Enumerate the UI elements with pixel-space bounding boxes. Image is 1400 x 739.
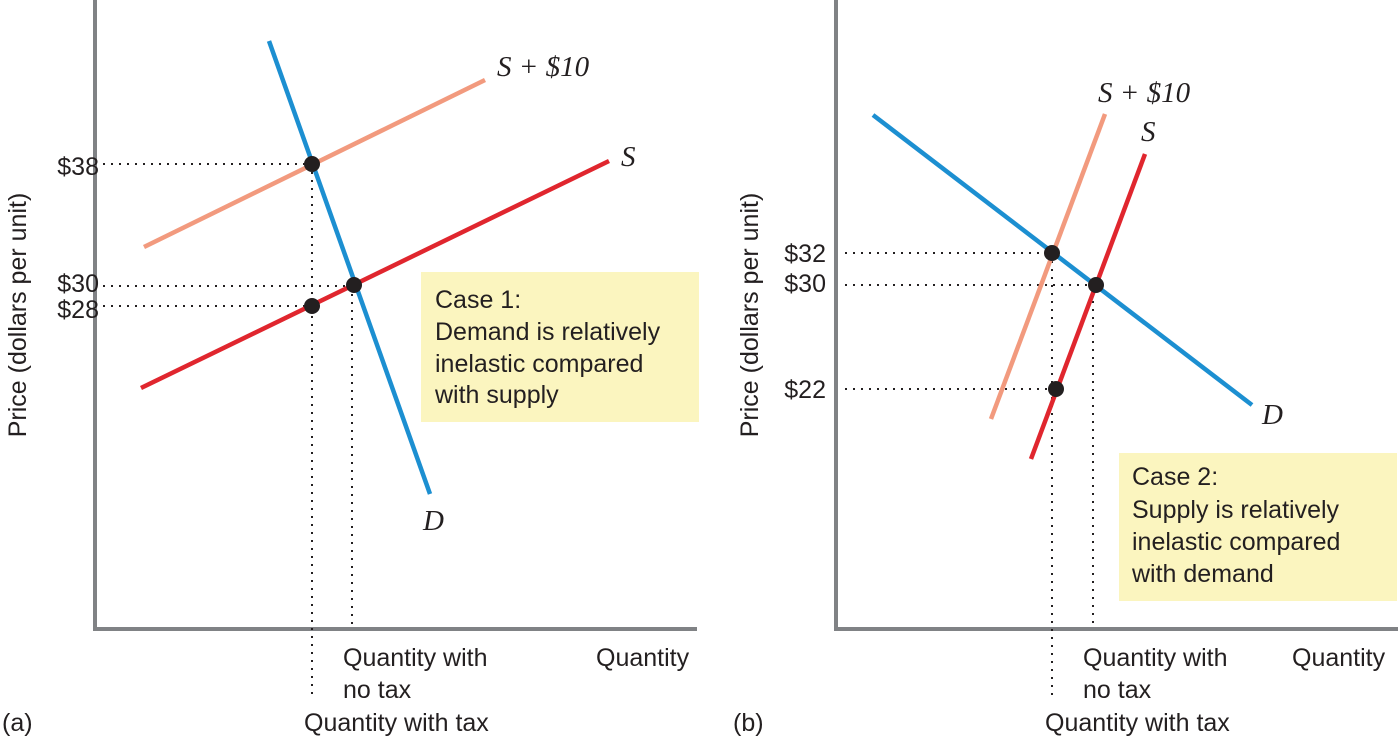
panel-a-price-label-38: $38 [57, 153, 99, 181]
panel-b-price-label-32: $32 [784, 240, 826, 268]
panel-b-label: (b) [733, 709, 764, 737]
panel-b-supply-label: S [1141, 116, 1156, 148]
panel-b-demand-curve [871, 113, 1254, 407]
panel-a-price-label-30: $30 [57, 270, 99, 298]
panel-a-axes [93, 0, 697, 631]
panel-a-qty-no-tax-label-1: Quantity with [343, 644, 488, 672]
panel-a-demand-label: D [422, 505, 444, 537]
panel-b-price-label-22: $22 [784, 376, 826, 404]
panel-a-point-price-38 [304, 156, 320, 172]
panel-b-axes [834, 0, 1398, 631]
panel-a-y-axis-title: Price (dollars per unit) [4, 193, 32, 438]
panel-b-point-price-22 [1048, 381, 1064, 397]
panel-a-point-price-30 [346, 277, 362, 293]
panel-b-demand-label: D [1261, 399, 1283, 431]
panel-b-supply-curve [1028, 153, 1148, 460]
panel-a-case-line-4: with supply [434, 381, 559, 409]
panel-a-supply-curve [140, 158, 610, 391]
panel-b-qty-no-tax-label-1: Quantity with [1083, 644, 1228, 672]
panel-b-qty-no-tax-label-2: no tax [1083, 676, 1152, 704]
panel-b: $32 $30 $22 Price (dollars per unit) S +… [733, 0, 1398, 737]
panel-a-case-box [421, 272, 699, 422]
panel-b-qty-with-tax-label: Quantity with tax [1045, 709, 1230, 737]
panel-b-y-axis-title: Price (dollars per unit) [736, 193, 764, 438]
panel-a-point-price-28 [304, 298, 320, 314]
panel-b-case-line-2: Supply is relatively [1132, 496, 1340, 524]
panel-b-case-box [1119, 453, 1397, 601]
panel-a-case-line-1: Case 1: [435, 286, 521, 314]
panel-a-x-axis-title: Quantity [596, 644, 690, 672]
panel-a-qty-no-tax-label-2: no tax [343, 676, 412, 704]
panel-b-point-price-30 [1088, 277, 1104, 293]
panel-b-x-axis-title: Quantity [1292, 644, 1386, 672]
panel-b-case-line-4: with demand [1131, 560, 1274, 588]
panel-a: $38 $30 $28 Price (dollars per unit) S +… [2, 0, 699, 737]
panel-a-case-line-3: inelastic compared [435, 350, 643, 378]
panel-b-case-line-1: Case 2: [1132, 463, 1218, 491]
panel-b-case-line-3: inelastic compared [1132, 528, 1340, 556]
panel-b-price-label-30: $30 [784, 270, 826, 298]
panel-a-demand-curve [266, 40, 433, 495]
panel-a-supply-label: S [621, 141, 636, 173]
panel-b-supply-tax-label: S + $10 [1098, 77, 1191, 109]
panel-a-case-line-2: Demand is relatively [435, 318, 661, 346]
panel-a-label: (a) [2, 709, 33, 737]
panel-b-supply-tax-curve [988, 113, 1108, 420]
panel-a-qty-with-tax-label: Quantity with tax [304, 709, 489, 737]
panel-a-price-label-28: $28 [57, 296, 99, 324]
panel-b-point-price-32 [1044, 245, 1060, 261]
panel-a-supply-tax-label: S + $10 [497, 51, 590, 83]
